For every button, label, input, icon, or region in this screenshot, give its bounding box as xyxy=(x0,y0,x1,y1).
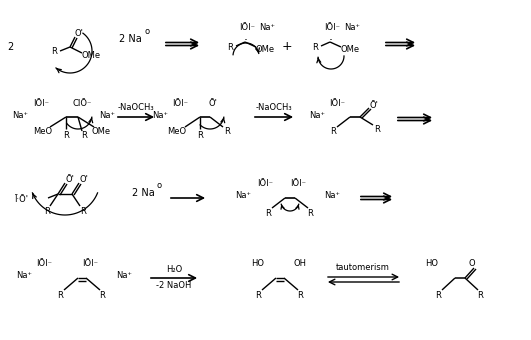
Text: R: R xyxy=(63,131,69,139)
Text: -NaOCH₃: -NaOCH₃ xyxy=(256,103,292,113)
Text: OH: OH xyxy=(294,259,306,269)
Text: Na⁺: Na⁺ xyxy=(324,191,340,201)
Text: o: o xyxy=(157,182,161,190)
Text: R: R xyxy=(330,128,336,136)
Text: Na⁺: Na⁺ xyxy=(259,22,275,32)
Text: O: O xyxy=(469,259,475,269)
Text: IŌI⁻: IŌI⁻ xyxy=(82,259,98,269)
Text: IŌI⁻: IŌI⁻ xyxy=(290,180,306,188)
Text: Ō': Ō' xyxy=(65,175,74,185)
Text: Ō': Ō' xyxy=(209,99,217,107)
Text: HO: HO xyxy=(252,259,264,269)
Text: Na⁺: Na⁺ xyxy=(12,110,28,119)
Text: Na⁺: Na⁺ xyxy=(99,110,115,119)
Text: 2: 2 xyxy=(7,42,13,52)
Text: 2 Na: 2 Na xyxy=(118,34,141,44)
Text: Ī·Ō': Ī·Ō' xyxy=(15,195,29,204)
Text: Na⁺: Na⁺ xyxy=(344,22,360,32)
Text: R: R xyxy=(51,48,57,56)
Text: R: R xyxy=(99,291,105,301)
Text: R: R xyxy=(477,291,483,301)
Text: OMe: OMe xyxy=(340,45,359,53)
Text: OMe: OMe xyxy=(255,45,275,53)
Text: R: R xyxy=(227,44,233,52)
Text: R: R xyxy=(265,209,271,219)
Text: Na⁺: Na⁺ xyxy=(235,191,251,201)
Text: Ō': Ō' xyxy=(370,101,379,109)
Text: O': O' xyxy=(74,29,83,37)
Text: R: R xyxy=(44,207,50,217)
Text: IŌI⁻: IŌI⁻ xyxy=(239,23,255,33)
Text: -NaOCH₃: -NaOCH₃ xyxy=(118,103,155,113)
Text: Na⁺: Na⁺ xyxy=(152,110,168,119)
Text: ·: · xyxy=(244,34,248,48)
Text: R: R xyxy=(374,125,380,135)
Text: tautomerism: tautomerism xyxy=(336,262,390,272)
Text: OMe: OMe xyxy=(81,51,100,59)
Text: R: R xyxy=(224,126,230,136)
Text: R: R xyxy=(255,291,261,301)
Text: R: R xyxy=(307,209,313,219)
Text: HO: HO xyxy=(425,259,439,269)
Text: R: R xyxy=(57,291,63,301)
Text: R: R xyxy=(297,291,303,301)
Text: -2 NaOH: -2 NaOH xyxy=(156,280,192,289)
Text: IŌI⁻: IŌI⁻ xyxy=(33,100,49,108)
Text: 2 Na: 2 Na xyxy=(132,188,155,198)
Text: H₂O: H₂O xyxy=(166,265,182,273)
Text: R: R xyxy=(312,44,318,52)
Text: O': O' xyxy=(80,175,89,185)
Text: IŌI⁻: IŌI⁻ xyxy=(257,180,273,188)
Text: +: + xyxy=(281,39,292,52)
Text: ·: · xyxy=(329,34,333,48)
Text: R: R xyxy=(81,132,87,140)
Text: IŌI⁻: IŌI⁻ xyxy=(36,259,52,269)
Text: IŌI⁻: IŌI⁻ xyxy=(324,23,340,33)
Text: IŌI⁻: IŌI⁻ xyxy=(329,100,345,108)
Text: Na⁺: Na⁺ xyxy=(309,110,325,119)
Text: CIŌ⁻: CIŌ⁻ xyxy=(72,100,92,108)
Text: MeO: MeO xyxy=(33,126,53,136)
Text: IŌI⁻: IŌI⁻ xyxy=(172,100,188,108)
Text: OMe: OMe xyxy=(91,126,110,136)
Text: R: R xyxy=(435,291,441,301)
Text: Na⁺: Na⁺ xyxy=(116,272,132,280)
Text: R: R xyxy=(197,131,203,139)
Text: Na⁺: Na⁺ xyxy=(16,272,32,280)
Text: R: R xyxy=(80,207,86,217)
Text: MeO: MeO xyxy=(167,126,186,136)
Text: o: o xyxy=(144,28,150,36)
